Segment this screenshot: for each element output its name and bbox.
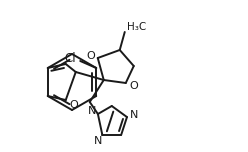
- Text: H₃C: H₃C: [127, 22, 146, 32]
- Text: O: O: [86, 51, 95, 61]
- Text: N: N: [94, 136, 102, 146]
- Text: Cl: Cl: [64, 52, 76, 66]
- Text: N: N: [129, 110, 138, 120]
- Text: O: O: [129, 81, 138, 91]
- Text: O: O: [69, 100, 78, 110]
- Text: N: N: [88, 105, 96, 116]
